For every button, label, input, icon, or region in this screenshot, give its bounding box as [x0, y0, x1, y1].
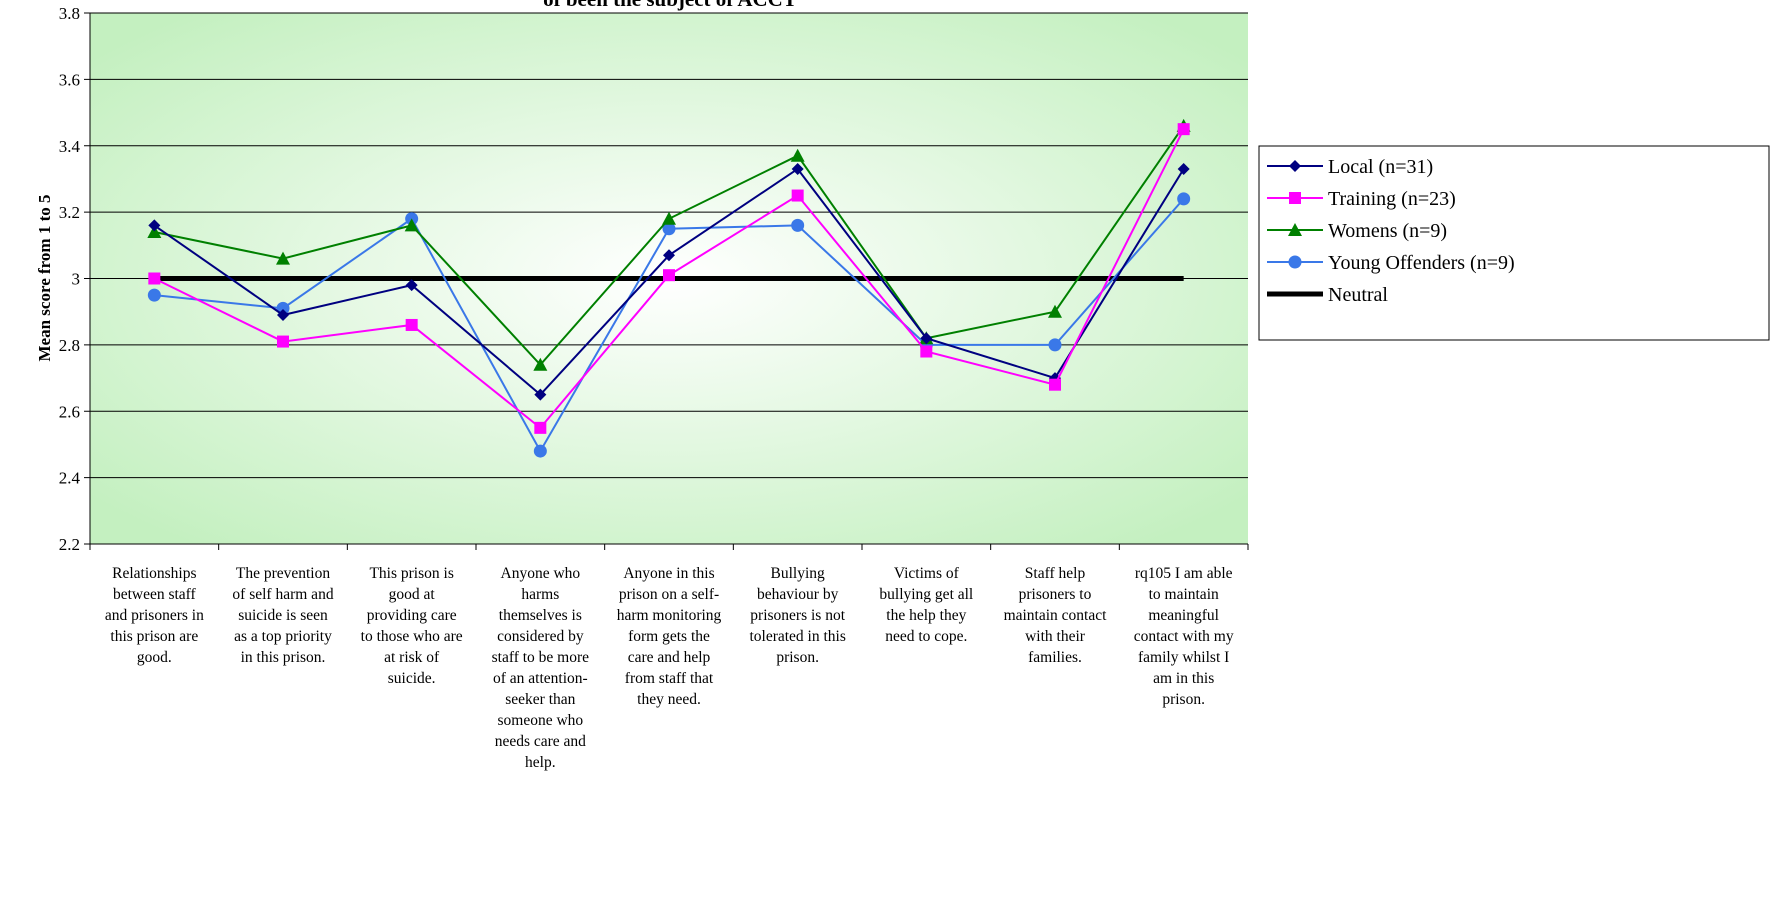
x-category-label: Anyone in this prison on a self-harm moni… — [617, 565, 722, 708]
data-point — [147, 225, 162, 239]
x-category-label: The prevention of self harm and suicide is… — [232, 565, 333, 666]
y-tick-label: 2.8 — [59, 336, 80, 355]
x-category-label: Staff help prisoners to maintain contact wi… — [1004, 565, 1108, 666]
data-point — [533, 444, 547, 458]
data-point — [148, 219, 161, 232]
chart-title: of been the subject of ACCT — [543, 0, 797, 11]
data-point — [276, 251, 290, 265]
data-point — [662, 222, 676, 236]
y-tick-label: 3 — [72, 270, 81, 289]
data-point — [147, 288, 161, 302]
y-tick-label: 2.6 — [59, 402, 80, 421]
legend-item: Neutral — [1267, 284, 1388, 306]
legend-label: Local (n=31) — [1328, 156, 1433, 178]
data-point — [663, 249, 675, 262]
legend-item: Womens (n=9) — [1267, 220, 1447, 242]
data-point — [791, 218, 805, 232]
y-tick-label: 2.2 — [59, 535, 80, 554]
data-point — [404, 218, 419, 232]
data-point — [791, 189, 804, 202]
legend-label: Neutral — [1328, 284, 1388, 306]
axes — [84, 12, 1249, 550]
legend-item: Local (n=31) — [1267, 156, 1433, 178]
y-tick-label: 3.6 — [59, 70, 80, 89]
data-point — [277, 309, 289, 322]
series-local-n-31 — [148, 162, 1190, 401]
legend-label: Womens (n=9) — [1328, 220, 1447, 242]
data-point — [533, 357, 548, 371]
data-point — [790, 148, 805, 162]
data-point — [534, 388, 547, 401]
data-point — [1049, 378, 1061, 391]
data-point — [405, 279, 418, 292]
y-tick-label: 2.4 — [59, 469, 81, 488]
legend-marker — [1288, 223, 1302, 236]
x-category-label: This prison is good at providing care to th… — [361, 565, 463, 687]
data-point — [405, 318, 418, 331]
legend: Local (n=31) Training (n=23) Womens (n=9) Y… — [1258, 145, 1770, 341]
series-training-n-23 — [148, 123, 1190, 434]
data-point — [1177, 123, 1190, 136]
data-point — [1048, 338, 1062, 352]
x-category-label: Bullying behaviour by prisoners is not tole… — [749, 565, 845, 666]
x-category-label: rq105 I am able to maintain meaningful cont… — [1134, 565, 1234, 708]
y-tick-label: 3.4 — [59, 137, 81, 156]
legend-label: Training (n=23) — [1328, 188, 1456, 210]
series-group — [147, 118, 1191, 458]
legend-marker — [1289, 192, 1301, 204]
legend-item: Young Offenders (n=9) — [1267, 252, 1515, 274]
legend-label: Young Offenders (n=9) — [1328, 252, 1515, 274]
data-point — [920, 332, 933, 345]
data-point — [791, 162, 804, 175]
y-tick-label: 3.2 — [59, 203, 80, 222]
x-category-label: Relationships between staff and prisoners … — [105, 565, 204, 666]
data-point — [920, 345, 933, 358]
legend-marker — [1289, 160, 1301, 172]
data-point — [663, 269, 675, 282]
legend-item: Training (n=23) — [1267, 188, 1456, 210]
data-point — [534, 421, 547, 434]
data-point — [662, 211, 676, 225]
data-point — [148, 272, 161, 285]
legend-box — [1258, 145, 1770, 341]
data-point — [1177, 162, 1190, 175]
data-point — [277, 335, 289, 348]
data-point — [1177, 192, 1191, 206]
x-category-label: Victims of bullying get all the help they n… — [879, 565, 973, 645]
y-axis-label: Mean score from 1 to 5 — [35, 195, 54, 362]
x-category-labels: Relationships between staff and prisoners … — [105, 565, 1234, 771]
y-tick-labels: 2.2 2.4 2.6 2.8 3 3.2 3.4 3.6 3.8 — [59, 4, 81, 554]
y-tick-label: 3.8 — [59, 4, 80, 23]
x-category-label: Anyone who harms themselves is considered b… — [492, 565, 590, 771]
legend-marker — [1288, 255, 1302, 269]
data-point — [1048, 304, 1062, 318]
